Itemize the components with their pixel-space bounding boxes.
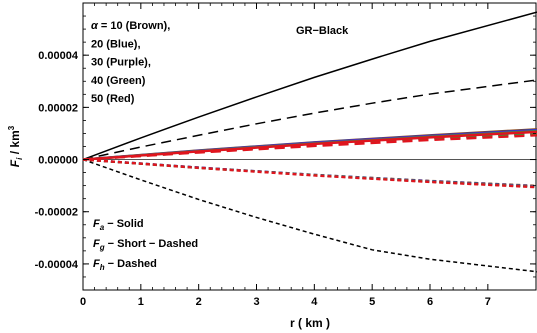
style-legend-line-1: Fg − Short − Dashed	[93, 238, 198, 252]
alpha-legend-line-4: 50 (Red)	[91, 93, 135, 105]
alpha-legend-line-1: 20 (Blue),	[91, 38, 141, 50]
series-line-1	[82, 79, 537, 161]
y-tick-label-2: 0.00000	[38, 155, 78, 167]
series-line-16	[82, 134, 537, 161]
y-tick-label-3: 0.00002	[38, 102, 78, 114]
x-tick-label-2: 2	[196, 296, 202, 308]
y-tick-label-0: -0.00004	[35, 259, 79, 271]
style-legend-line-0: Fa − Solid	[93, 218, 144, 232]
x-tick-label-1: 1	[138, 296, 144, 308]
alpha-legend-line-0: α = 10 (Brown),	[91, 20, 170, 32]
x-tick-label-4: 4	[311, 296, 318, 308]
series-layer	[82, 11, 537, 273]
series-line-2	[82, 158, 537, 273]
labels-layer: r ( km ) Fi / km3 α = 10 (Brown), 20 (Blue)…	[7, 20, 349, 330]
x-tick-label-0: 0	[80, 296, 86, 308]
x-tick-label-3: 3	[253, 296, 259, 308]
alpha-legend-line-2: 30 (Purple),	[91, 57, 151, 69]
series-line-0	[82, 11, 537, 161]
alpha-legend-line-3: 40 (Green)	[91, 75, 146, 87]
y-tick-label-1: -0.00002	[35, 207, 78, 219]
x-tick-label-7: 7	[485, 296, 491, 308]
series-line-15	[82, 130, 537, 161]
series-line-17	[82, 158, 537, 189]
gr-label: GR−Black	[296, 25, 349, 37]
y-tick-label-4: 0.00004	[38, 50, 79, 62]
style-legend-line-2: Fh − Dashed	[93, 258, 157, 272]
x-axis-label: r ( km )	[290, 316, 330, 330]
ticks-layer: 0 1 2 3 4 5 6 7 -0.00004 -0.00002 0.00000 0.00002 0.…	[35, 2, 536, 308]
y-axis-label: Fi / km3	[7, 125, 24, 167]
x-tick-label-6: 6	[427, 296, 433, 308]
x-tick-label-5: 5	[369, 296, 375, 308]
